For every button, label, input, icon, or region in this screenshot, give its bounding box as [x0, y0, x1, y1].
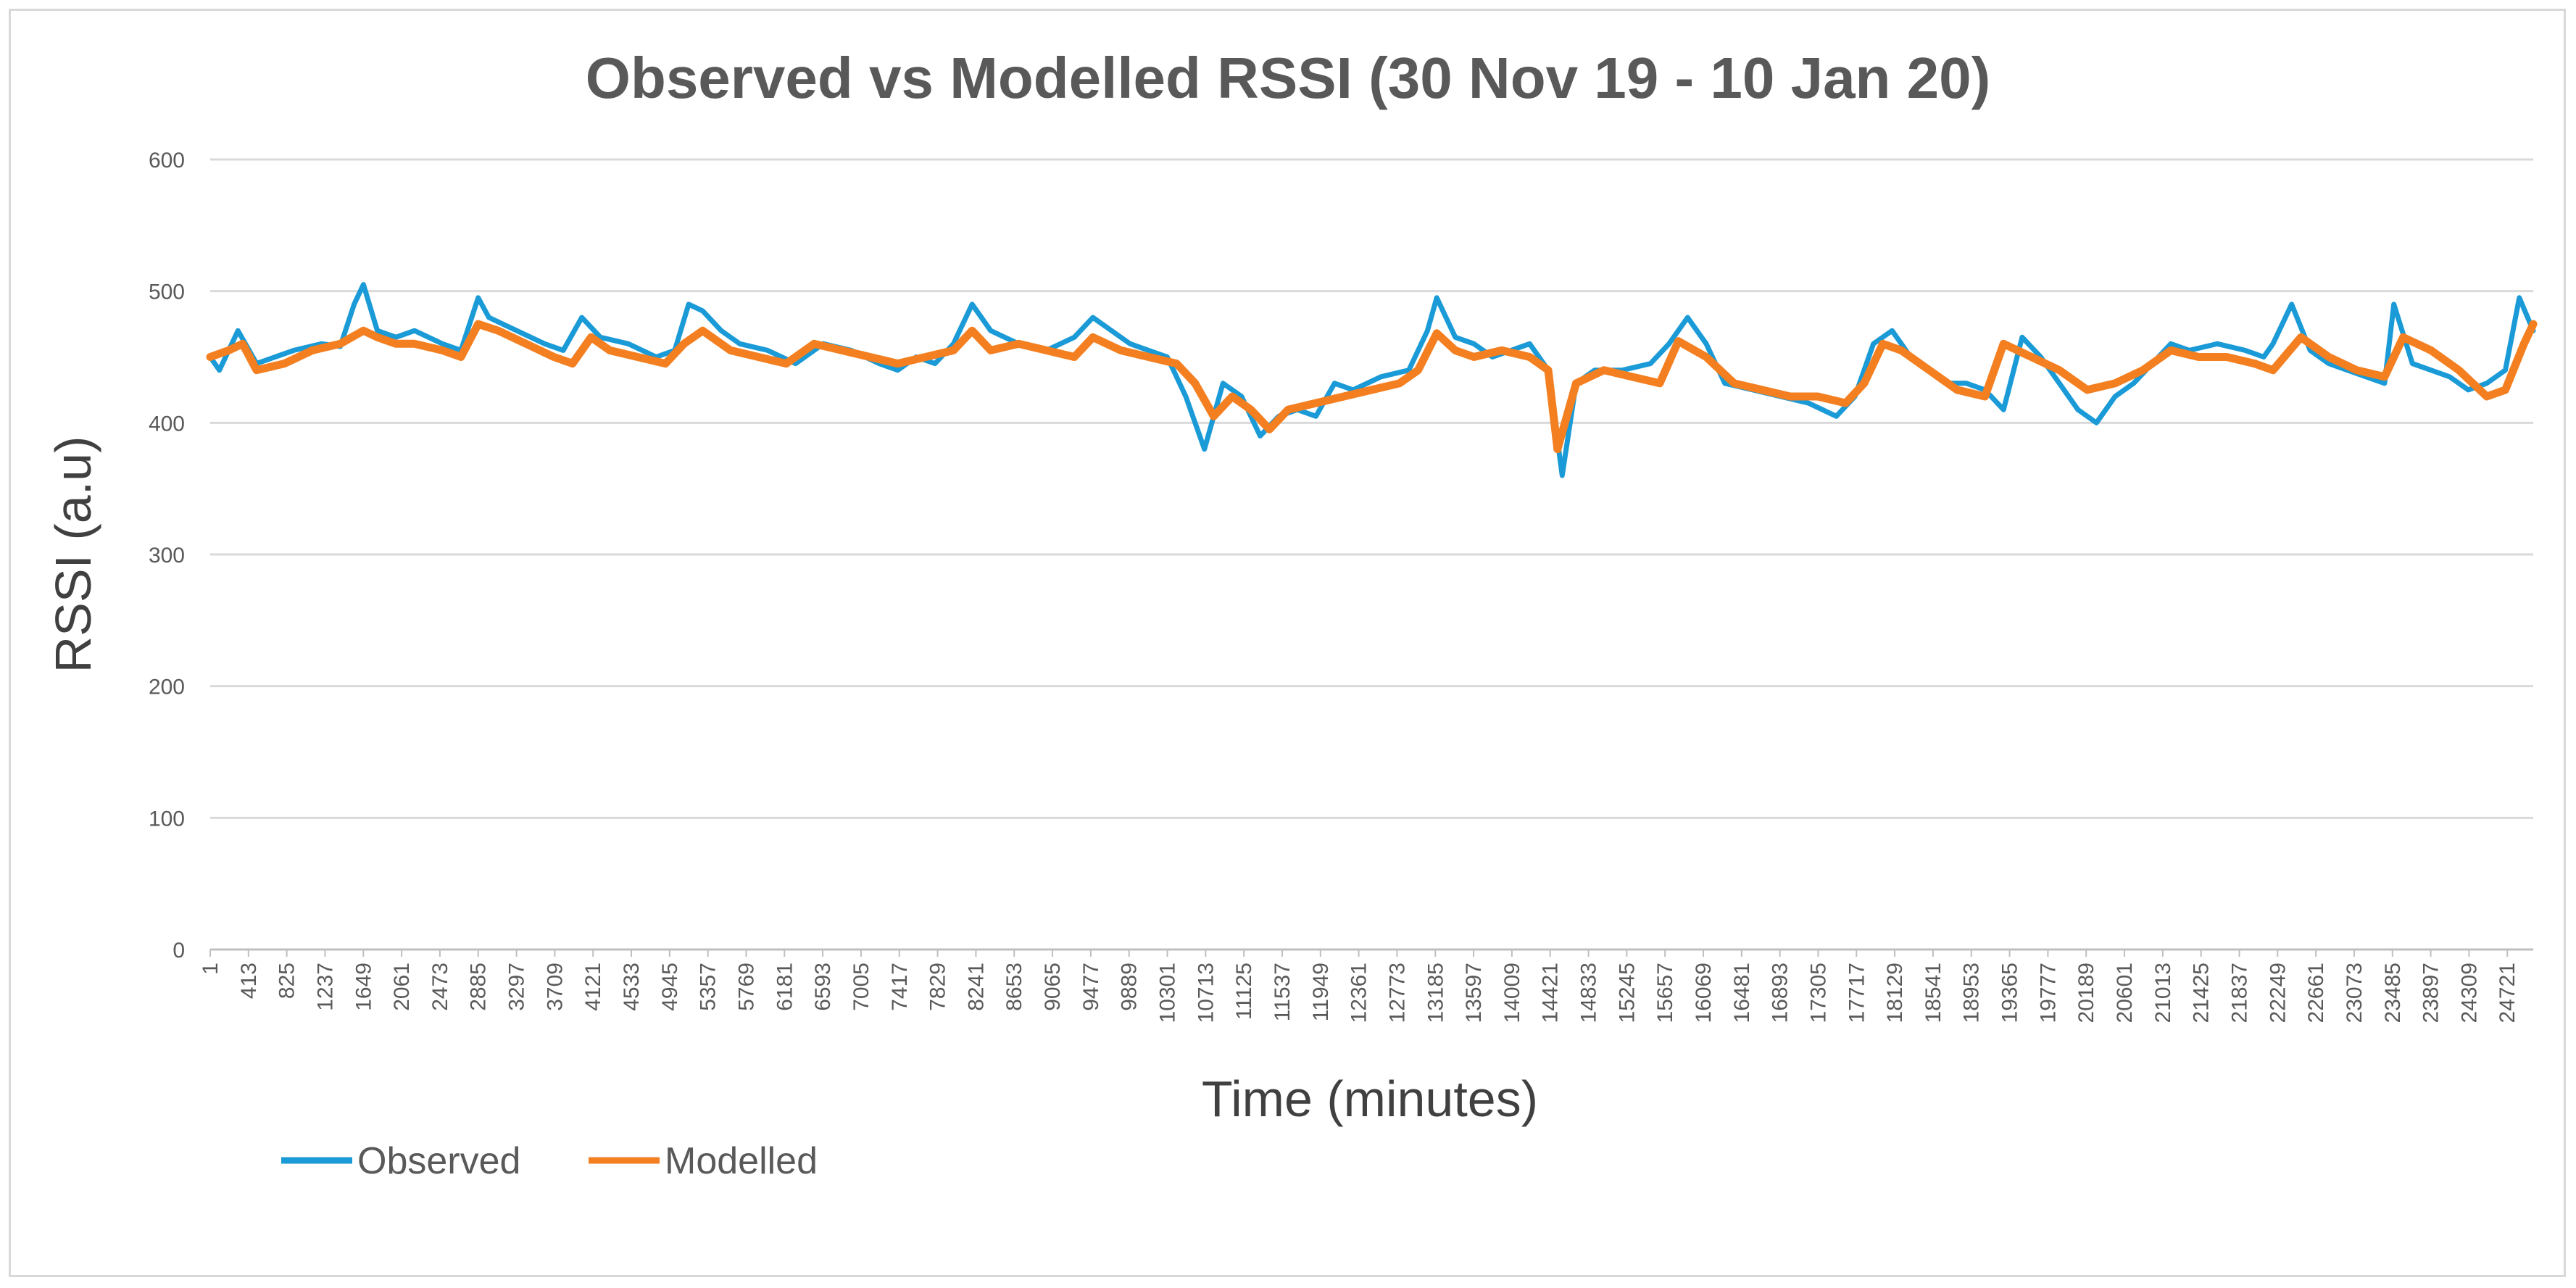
chart-title: Observed vs Modelled RSSI (30 Nov 19 - 1…: [586, 46, 1991, 110]
x-tick-labels: 1 413 825 1237 1649 2061 2473 2885 3297 3709 4121 4…: [199, 950, 2519, 1023]
x-tick-label: 3297: [505, 963, 529, 1011]
x-tick-label: 2885: [467, 963, 491, 1011]
x-tick-label: 1237: [313, 963, 337, 1011]
x-tick-label: 23897: [2419, 963, 2443, 1023]
x-tick-label: 14833: [1577, 963, 1601, 1023]
x-tick-label: 16481: [1730, 963, 1754, 1023]
x-tick-label: 18541: [1921, 963, 1945, 1023]
y-tick-label: 400: [149, 412, 185, 436]
x-tick-label: 20601: [2113, 963, 2137, 1023]
x-tick-label: 5769: [734, 963, 758, 1011]
x-tick-label: 8653: [1002, 963, 1026, 1011]
chart-frame: [9, 9, 2566, 1277]
x-tick-label: 16069: [1692, 963, 1716, 1023]
y-tick-label: 600: [149, 149, 185, 173]
x-tick-label: 8241: [964, 963, 988, 1011]
x-tick-label: 22249: [2266, 963, 2290, 1023]
x-tick-label: 17717: [1845, 963, 1869, 1023]
y-tick-labels: 0 100 200 300 400 500 600: [149, 149, 185, 963]
x-tick-label: 16893: [1769, 963, 1792, 1023]
legend-label-modelled: Modelled: [665, 1140, 818, 1182]
x-tick-label: 23073: [2343, 963, 2367, 1023]
x-tick-label: 1: [199, 963, 223, 975]
y-tick-label: 300: [149, 544, 185, 568]
x-tick-label: 7005: [849, 963, 873, 1011]
y-axis-label: RSSI (a.u): [45, 436, 101, 673]
x-tick-label: 20189: [2074, 963, 2098, 1023]
x-tick-label: 7417: [888, 963, 912, 1011]
x-tick-label: 10713: [1194, 963, 1218, 1023]
x-tick-label: 15245: [1615, 963, 1639, 1023]
x-tick-label: 18129: [1883, 963, 1907, 1023]
x-tick-label: 13185: [1424, 963, 1447, 1023]
x-tick-label: 12773: [1385, 963, 1409, 1023]
series-line-observed: [207, 282, 2536, 478]
x-tick-label: 10301: [1156, 963, 1180, 1023]
x-tick-label: 7829: [926, 963, 950, 1011]
x-tick-label: 6181: [773, 963, 797, 1011]
x-tick-label: 413: [237, 963, 261, 999]
x-tick-label: 15657: [1653, 963, 1677, 1023]
x-tick-label: 9065: [1041, 963, 1065, 1011]
x-tick-label: 24721: [2496, 963, 2519, 1023]
x-tick-label: 14009: [1500, 963, 1524, 1023]
x-tick-label: 18953: [1960, 963, 1984, 1023]
x-tick-label: 6593: [811, 963, 835, 1011]
x-tick-label: 4945: [658, 963, 682, 1011]
x-tick-label: 21837: [2227, 963, 2251, 1023]
x-tick-label: 9889: [1118, 963, 1142, 1011]
x-tick-label: 1649: [352, 963, 375, 1011]
x-tick-label: 21425: [2190, 963, 2214, 1023]
legend-label-observed: Observed: [357, 1140, 520, 1182]
x-tick-label: 5357: [697, 963, 720, 1011]
x-tick-label: 17305: [1806, 963, 1830, 1023]
legend: Observed Modelled: [281, 1140, 818, 1182]
x-tick-label: 11537: [1271, 963, 1295, 1021]
x-tick-label: 2473: [428, 963, 452, 1011]
x-tick-label: 13597: [1462, 963, 1486, 1023]
x-tick-label: 12361: [1347, 963, 1371, 1023]
x-tick-label: 2061: [390, 963, 414, 1011]
x-tick-label: 4121: [581, 963, 605, 1011]
x-tick-label: 22661: [2304, 963, 2328, 1023]
x-tick-label: 825: [275, 963, 299, 999]
x-tick-label: 23485: [2381, 963, 2405, 1023]
x-tick-label: 19365: [1998, 963, 2022, 1023]
x-tick-label: 19777: [2036, 963, 2060, 1023]
y-tick-label: 0: [173, 939, 185, 963]
series-group: [206, 282, 2538, 478]
y-tick-label: 500: [149, 281, 185, 304]
x-tick-label: 4533: [620, 963, 644, 1011]
x-tick-label: 14421: [1539, 963, 1563, 1023]
x-tick-label: 11125: [1232, 963, 1256, 1020]
x-tick-label: 24309: [2457, 963, 2481, 1023]
gridlines: [210, 158, 2533, 951]
y-tick-label: 200: [149, 676, 185, 699]
x-tick-label: 21013: [2151, 963, 2175, 1023]
x-axis-label: Time (minutes): [1202, 1071, 1538, 1127]
y-tick-label: 100: [149, 807, 185, 831]
x-tick-label: 3709: [543, 963, 567, 1011]
series-line-modelled: [206, 320, 2538, 454]
x-tick-label: 11949: [1309, 963, 1333, 1021]
x-tick-label: 9477: [1079, 963, 1103, 1011]
